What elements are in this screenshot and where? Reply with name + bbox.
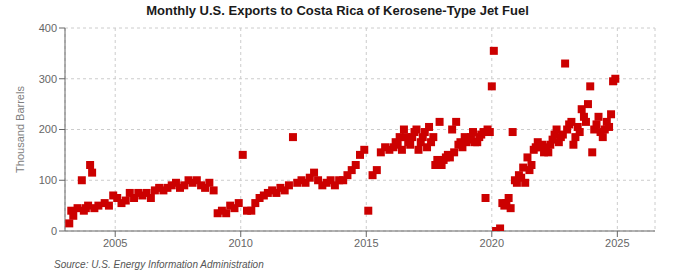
svg-text:400: 400 bbox=[39, 22, 57, 34]
svg-text:2020: 2020 bbox=[480, 237, 504, 249]
svg-text:Thousand Barrels: Thousand Barrels bbox=[14, 86, 26, 173]
svg-text:100: 100 bbox=[39, 174, 57, 186]
svg-text:2025: 2025 bbox=[605, 237, 629, 249]
html-text:Monthly U.S. Exports to Costa: Monthly U.S. Exports to Costa Rica of Ke… bbox=[146, 3, 529, 18]
svg-text:300: 300 bbox=[39, 73, 57, 85]
svg-text:2005: 2005 bbox=[103, 237, 127, 249]
html-text:Source: U.S. Energy Informatio: Source: U.S. Energy Information Administ… bbox=[54, 259, 264, 270]
svg-text:0: 0 bbox=[51, 225, 57, 237]
svg-text:200: 200 bbox=[39, 123, 57, 135]
svg-text:2010: 2010 bbox=[229, 237, 253, 249]
svg-text:2015: 2015 bbox=[354, 237, 378, 249]
